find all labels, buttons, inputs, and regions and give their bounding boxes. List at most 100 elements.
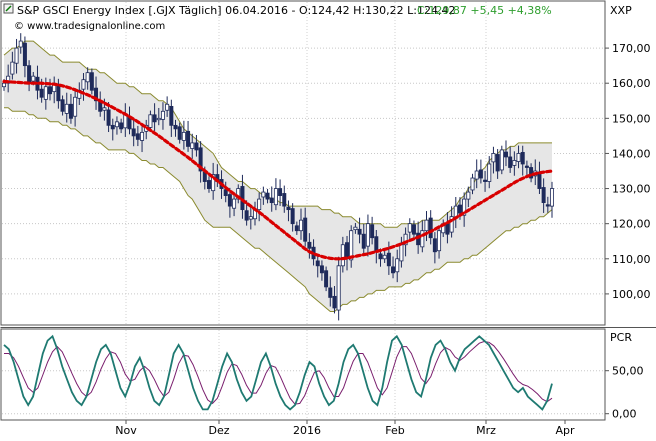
candle (529, 163, 534, 183)
candle (223, 181, 228, 203)
candle (85, 67, 90, 90)
candle-body (273, 188, 278, 206)
candle-body (114, 121, 119, 128)
candle-body (265, 192, 270, 200)
candle (495, 149, 500, 179)
candle (198, 141, 203, 183)
candle-body (386, 252, 391, 267)
x-axis: Nov Dez 2016 Feb Mrz Apr (115, 420, 575, 437)
candle-body (391, 266, 396, 274)
candle (135, 125, 140, 147)
price-tick-label: 100,00 (612, 288, 651, 301)
price-axis-label: XXP (610, 4, 632, 17)
candle-body (68, 103, 73, 119)
candle (131, 119, 136, 147)
candle (286, 200, 291, 222)
candle-body (140, 131, 145, 141)
candle (357, 217, 362, 244)
candle (503, 140, 508, 167)
candle-body (503, 151, 508, 158)
candle-body (537, 171, 542, 189)
candle-body (349, 230, 354, 261)
candle-body (198, 147, 203, 172)
candle-body (173, 124, 178, 130)
candle (248, 207, 253, 230)
candle-body (131, 128, 136, 137)
candle (432, 232, 437, 264)
candle (206, 176, 211, 193)
x-tick-label: Dez (208, 424, 229, 437)
candle (169, 99, 174, 137)
candle-body (319, 265, 324, 274)
candle (307, 233, 312, 259)
candle-body (43, 86, 48, 100)
candle-body (165, 103, 170, 111)
candle (257, 192, 262, 222)
band-upper-line (3, 40, 552, 228)
candle-body (466, 191, 471, 200)
candle-body (290, 208, 295, 225)
candle-body (336, 265, 341, 311)
candle-body (529, 167, 534, 179)
candle-body (186, 130, 191, 147)
moving-average-line (2, 79, 554, 261)
band-fill (4, 41, 552, 312)
x-tick-label: Mrz (476, 424, 496, 437)
candle-body (160, 110, 165, 120)
candle-body (315, 260, 320, 267)
candle (340, 236, 345, 273)
candle (273, 178, 278, 211)
candle-body (332, 295, 337, 309)
candle (194, 135, 199, 157)
candle-body (495, 154, 500, 172)
pcr-axis-label: PCR (610, 331, 632, 344)
candle (370, 216, 375, 245)
header: S&P GSCI Energy Index [.GJX Täglich] 06.… (3, 3, 552, 17)
candle-body (395, 258, 400, 273)
candle (73, 88, 78, 127)
candle (181, 120, 186, 150)
candle-body (31, 75, 36, 82)
candle-body (18, 40, 23, 48)
candle-body (48, 86, 53, 95)
candle (110, 118, 115, 141)
candle-body (437, 230, 442, 252)
candle-body (85, 72, 90, 83)
candle (407, 218, 412, 241)
candle (177, 122, 182, 144)
candle (508, 146, 513, 173)
pcr-tick-label: 50,00 (612, 365, 644, 378)
candle (303, 207, 308, 247)
candle-body (478, 169, 483, 179)
candle (361, 223, 366, 254)
candle-body (303, 217, 308, 242)
candle-body (89, 72, 94, 91)
candle-body (524, 165, 529, 168)
candle (365, 214, 370, 257)
candle (541, 178, 546, 213)
candle-body (378, 253, 383, 260)
candle-body (508, 156, 513, 168)
price-tick-label: 130,00 (612, 183, 651, 196)
candle (470, 173, 475, 195)
candle-body (357, 228, 362, 235)
candle-body (541, 187, 546, 204)
candle-body (449, 216, 454, 233)
price-tick-label: 140,00 (612, 147, 651, 160)
candle-body (345, 242, 350, 260)
candle (353, 222, 358, 234)
candle-body (106, 109, 111, 126)
candle (520, 145, 525, 176)
x-tick-label: Feb (385, 424, 404, 437)
price-tick-label: 150,00 (612, 112, 651, 125)
pcr-axis: 50,00 0,00 (605, 365, 644, 421)
candle-body (516, 153, 521, 162)
candle (478, 159, 483, 184)
moving-average (2, 79, 554, 261)
candle (336, 256, 341, 321)
candle-body (232, 198, 237, 209)
candle-body (428, 217, 433, 239)
candle-body (244, 210, 249, 221)
chart-symbol-icon-stroke (5, 5, 12, 12)
